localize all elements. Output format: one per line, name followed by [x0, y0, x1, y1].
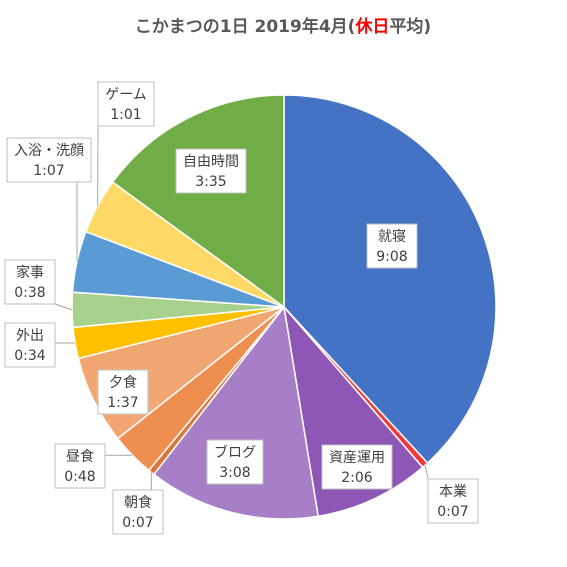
slice-value: 0:34: [14, 348, 46, 364]
data-label-box: [54, 443, 106, 489]
chart-title-suffix: 平均): [389, 16, 431, 37]
data-label: ゲーム 1:01: [97, 81, 155, 127]
leader-lines: [54, 125, 429, 490]
slice-label: 朝食: [124, 494, 152, 511]
data-label-box: [97, 369, 149, 415]
slice-value: 0:38: [14, 285, 45, 301]
data-label: 就寝 9:08: [366, 223, 418, 269]
pie-slice: [283, 94, 497, 465]
slice-label: 資産運用: [329, 450, 385, 466]
data-label-box: [175, 148, 247, 194]
slice-value: 1:07: [33, 163, 64, 179]
slice-value: 1:01: [110, 107, 141, 123]
leader-line: [54, 303, 73, 311]
pie-slice: [152, 305, 320, 520]
data-label-box: [206, 439, 264, 485]
slice-value: 0:48: [64, 469, 95, 485]
data-label: 外出 0:34: [4, 322, 56, 368]
slice-value: 2:06: [341, 470, 373, 486]
slice-value: 0:07: [437, 504, 468, 520]
pie-slice: [111, 94, 285, 309]
data-label: 本業 0:07: [427, 478, 479, 524]
slice-label: 外出: [16, 328, 44, 344]
chart-title: こかまつの1日 2019年4月(休日平均): [135, 16, 431, 37]
slice-label: 家事: [16, 264, 44, 281]
slice-label: 就寝: [378, 228, 406, 245]
data-label: ブログ 3:08: [206, 439, 264, 485]
slice-label: 入浴・洗顔: [14, 143, 84, 159]
slice-value: 3:08: [219, 465, 250, 481]
data-label: 資産運用 2:06: [321, 444, 393, 490]
slice-label: 自由時間: [183, 154, 239, 170]
data-label: 昼食 0:48: [54, 443, 106, 489]
data-label: 自由時間 3:35: [175, 148, 247, 194]
data-label-box: [366, 223, 418, 269]
data-label-box: [4, 322, 56, 368]
slice-value: 1:37: [107, 395, 138, 411]
chart-title-prefix: こかまつの1日 2019年4月(: [135, 16, 356, 37]
slice-value: 0:07: [122, 515, 153, 531]
slice-label: ゲーム: [105, 87, 147, 103]
data-label: 朝食 0:07: [112, 489, 164, 535]
chart-title-highlight: 休日: [354, 16, 389, 37]
data-label-box: [97, 81, 155, 127]
slice-label: 夕食: [109, 374, 137, 391]
data-label: 入浴・洗顔 1:07: [6, 137, 92, 183]
data-label-box: [112, 489, 164, 535]
pie-slices: [71, 94, 497, 520]
data-label-box: [4, 259, 56, 305]
slice-label: 昼食: [66, 448, 94, 465]
slice-value: 9:08: [376, 249, 407, 265]
data-label-box: [6, 137, 92, 183]
slice-value: 3:35: [195, 174, 226, 190]
slice-labels: 就寝 9:08 本業 0:07 資産運用 2:06 ブログ 3:08 朝食 0:07 昼食 0:48 夕…: [4, 81, 479, 535]
data-label: 家事 0:38: [4, 259, 56, 305]
data-label-box: [321, 444, 393, 490]
data-label: 夕食 1:37: [97, 369, 149, 415]
data-label-box: [427, 478, 479, 524]
slice-label: ブログ: [214, 444, 256, 461]
slice-label: 本業: [439, 484, 467, 500]
leader-line: [424, 465, 429, 480]
